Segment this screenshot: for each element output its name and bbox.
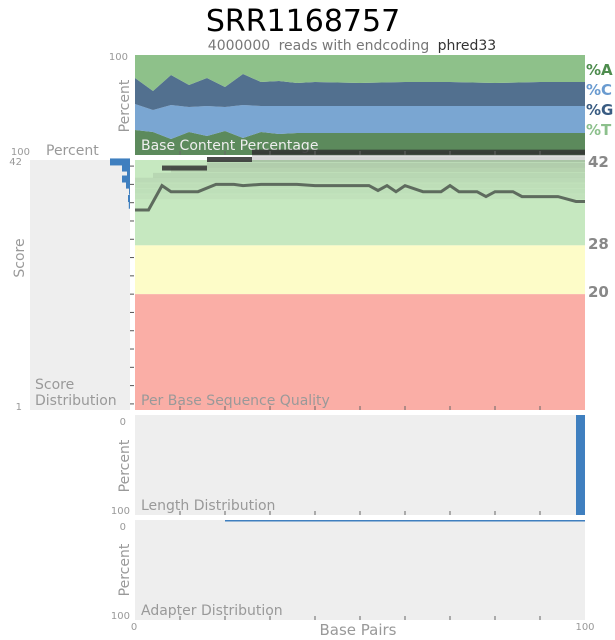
length-bar-100 [576,415,585,515]
score-dist-bg [30,160,130,410]
quality-red-zone [135,294,585,410]
adapter-ylabel: Percent [117,543,133,596]
score-dist-bar-1 [122,164,130,172]
threshold-20: 20 [588,283,609,301]
score-dist-bar-0 [110,158,130,166]
quality-mode-mark-1 [207,157,252,162]
legend-t: %T [586,121,612,139]
length-bottom-label: 100 [111,506,130,517]
base-content-ymax: 100 [109,52,128,63]
adapter-bg [135,520,585,620]
reads-subtitle: 4000000 reads with endcoding phred33 [208,38,496,54]
score-dist-bar-3 [122,175,130,183]
quality-mode-mark-0 [162,165,207,171]
x-grid-ticks [179,151,541,620]
quality-mode-marks [162,149,585,171]
x-min-label: 0 [131,622,137,633]
score-dist-bar-6 [128,195,130,203]
quality-heat-row-4 [153,172,585,178]
adapter-top-label: 0 [120,522,126,533]
quality-green-zone [135,160,585,246]
adapter-panel: 0 100 Percent Adapter Distribution [111,520,585,622]
length-bg [135,415,585,515]
base-area-c [135,74,585,110]
score-distribution-panel: 100 Percent 42 1 Score Score Distributio… [9,143,134,413]
base-content-panel: 100 Percent Base Content Percentage %A %… [109,52,613,155]
quality-yellow-zone [135,245,585,295]
length-ylabel: Percent [117,439,133,492]
reads-text: reads with endcoding [279,38,430,54]
score-dist-bars [110,158,130,209]
score-dist-bar-5 [129,187,130,195]
x-axis-label: Base Pairs [319,621,396,639]
score-ylabel: Score [12,238,28,277]
score-dist-bar-4 [126,181,130,189]
x-max-label: 100 [575,622,594,633]
legend-a: %A [586,61,613,79]
score-dist-bar-2 [127,169,130,177]
base-content-ylabel: Percent [117,79,133,132]
length-top-label: 0 [120,417,126,428]
quality-heat-row-7 [135,188,585,194]
legend-c: %C [586,81,612,99]
base-content-areas [135,55,585,155]
length-panel: 0 100 Percent Length Distribution [111,415,585,517]
quality-heat-row-2 [207,162,585,168]
score-dist-bar-7 [128,201,130,209]
quality-title: Per Base Sequence Quality [141,393,330,409]
quality-mean-line [135,182,585,212]
score-top-label: 42 [9,157,22,168]
legend-g: %G [586,101,613,119]
adapter-bottom-label: 100 [111,611,130,622]
sample-title: SRR1168757 [206,4,400,39]
quality-mode-mark-2 [252,149,585,155]
quality-heat-row-5 [135,177,585,183]
quality-heatmap [135,151,585,200]
threshold-28: 28 [588,235,609,253]
score-dist-xmax: 100 [11,147,30,158]
score-dist-title-1: Score [35,377,74,393]
base-area-a [135,55,585,91]
quality-panel: Per Base Sequence Quality 42 28 20 [135,149,609,410]
reads-count: 4000000 [208,38,270,54]
adapter-series [225,520,585,522]
score-ticks [130,165,134,405]
length-title: Length Distribution [141,498,275,514]
quality-heat-row-8 [135,194,585,200]
score-dist-xlabel: Percent [46,143,99,159]
score-dist-title-2: Distribution [35,393,117,409]
adapter-title: Adapter Distribution [141,603,283,619]
encoding-label: phred33 [438,38,497,54]
threshold-42: 42 [588,153,609,171]
quality-heat-row-1 [207,157,585,162]
quality-heat-row-3 [171,167,585,173]
base-area-g [135,104,585,139]
score-bottom-label: 1 [16,402,22,413]
base-area-t [135,130,585,155]
